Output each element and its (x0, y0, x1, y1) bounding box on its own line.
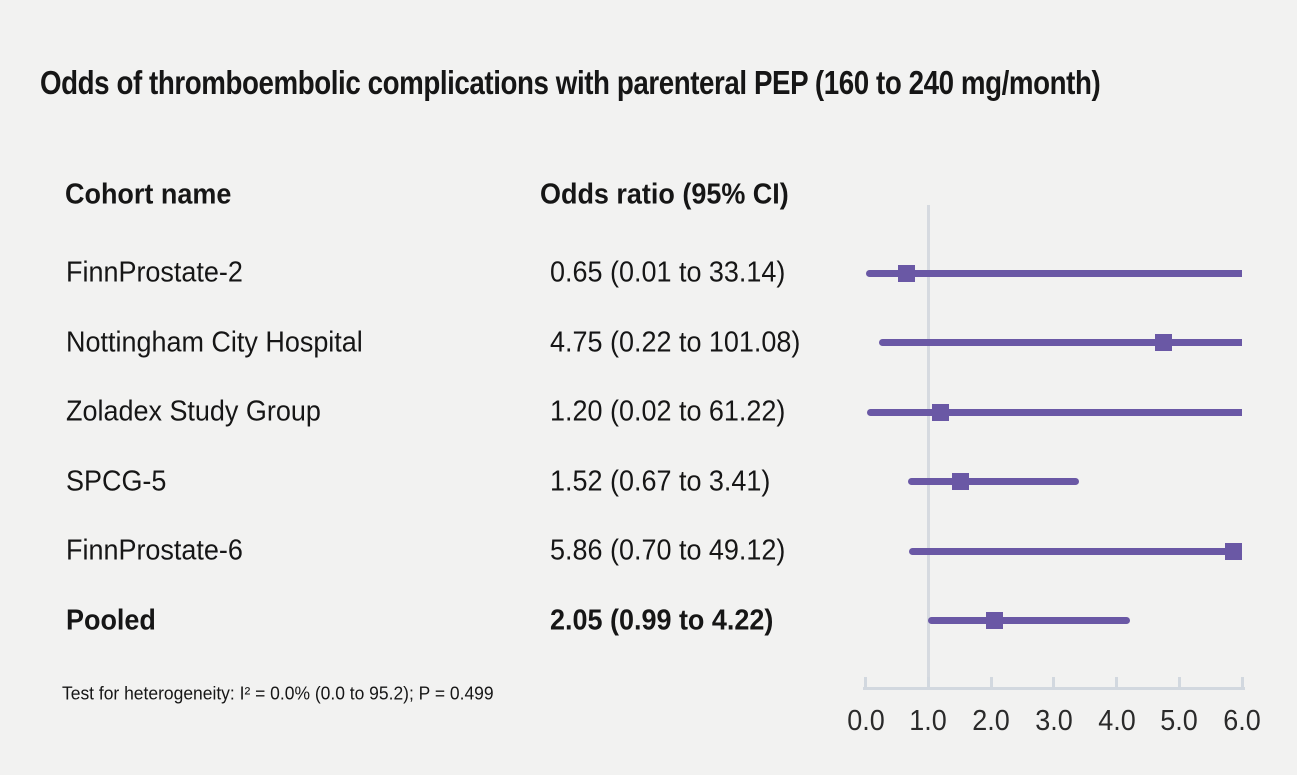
odds-ratio-marker (1224, 542, 1242, 560)
x-axis-tick (926, 677, 930, 687)
odds-ratio-value: 0.65 (0.01 to 33.14) (550, 256, 786, 289)
ci-bar (907, 478, 1080, 485)
cohort-label: Pooled (66, 604, 156, 636)
cohort-label: Nottingham City Hospital (66, 326, 363, 358)
odds-ratio-marker (897, 264, 915, 282)
odds-ratio-marker (985, 612, 1003, 629)
ci-bar (927, 617, 1131, 624)
odds-ratio-value: 4.75 (0.22 to 101.08) (550, 326, 801, 358)
odds-ratio-marker (952, 473, 970, 490)
ci-bar (909, 547, 1242, 555)
odds-ratio-value: 1.52 (0.67 to 3.41) (550, 465, 771, 497)
column-header-cohort: Cohort name (65, 178, 232, 211)
odds-ratio-marker (932, 403, 950, 421)
x-axis-tick (864, 677, 867, 687)
x-axis-tick (1115, 677, 1118, 687)
ci-bar (879, 339, 1242, 346)
cohort-label: Zoladex Study Group (66, 395, 321, 428)
x-tick-label: 1.0 (909, 705, 947, 737)
odds-ratio-value: 2.05 (0.99 to 4.22) (550, 604, 774, 636)
odds-ratio-value: 1.20 (0.02 to 61.22) (550, 395, 786, 428)
x-tick-label: 0.0 (846, 705, 885, 737)
ci-bar (866, 269, 1242, 277)
x-axis-tick (1240, 677, 1244, 687)
x-tick-label: 2.0 (972, 705, 1010, 737)
chart-title: Odds of thromboembolic complications wit… (40, 64, 1101, 101)
ci-bar (866, 408, 1242, 416)
x-axis-tick (1052, 677, 1056, 687)
x-axis-line (863, 687, 1245, 690)
x-tick-label: 3.0 (1034, 705, 1073, 737)
x-axis-tick (989, 677, 993, 687)
reference-line (926, 205, 930, 690)
cohort-label: FinnProstate-2 (66, 256, 243, 289)
x-axis-tick (1177, 677, 1181, 687)
odds-ratio-value: 5.86 (0.70 to 49.12) (550, 534, 786, 567)
heterogeneity-footnote: Test for heterogeneity: I² = 0.0% (0.0 t… (62, 683, 494, 704)
cohort-label: SPCG-5 (66, 465, 167, 497)
x-tick-label: 6.0 (1223, 705, 1261, 737)
cohort-label: FinnProstate-6 (66, 534, 243, 567)
odds-ratio-marker (1155, 334, 1173, 351)
x-tick-label: 4.0 (1097, 705, 1136, 737)
x-tick-label: 5.0 (1160, 705, 1198, 737)
column-header-odds-ratio: Odds ratio (95% CI) (540, 178, 789, 211)
